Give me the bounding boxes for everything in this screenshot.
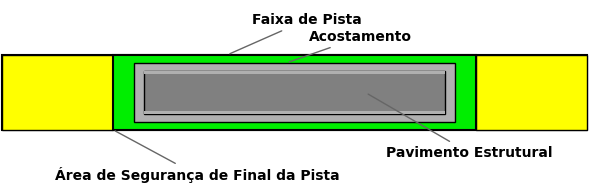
Bar <box>144 71 445 74</box>
Bar <box>144 111 445 114</box>
Text: Área de Segurança de Final da Pista: Área de Segurança de Final da Pista <box>55 131 340 183</box>
Bar <box>476 55 587 130</box>
Bar <box>135 63 455 122</box>
Bar <box>113 55 476 130</box>
Bar <box>144 71 445 114</box>
Bar <box>2 55 587 130</box>
Text: Faixa de Pista: Faixa de Pista <box>230 13 361 54</box>
Text: Pavimento Estrutural: Pavimento Estrutural <box>368 94 552 160</box>
Bar <box>2 55 113 130</box>
Text: Acostamento: Acostamento <box>289 30 412 62</box>
